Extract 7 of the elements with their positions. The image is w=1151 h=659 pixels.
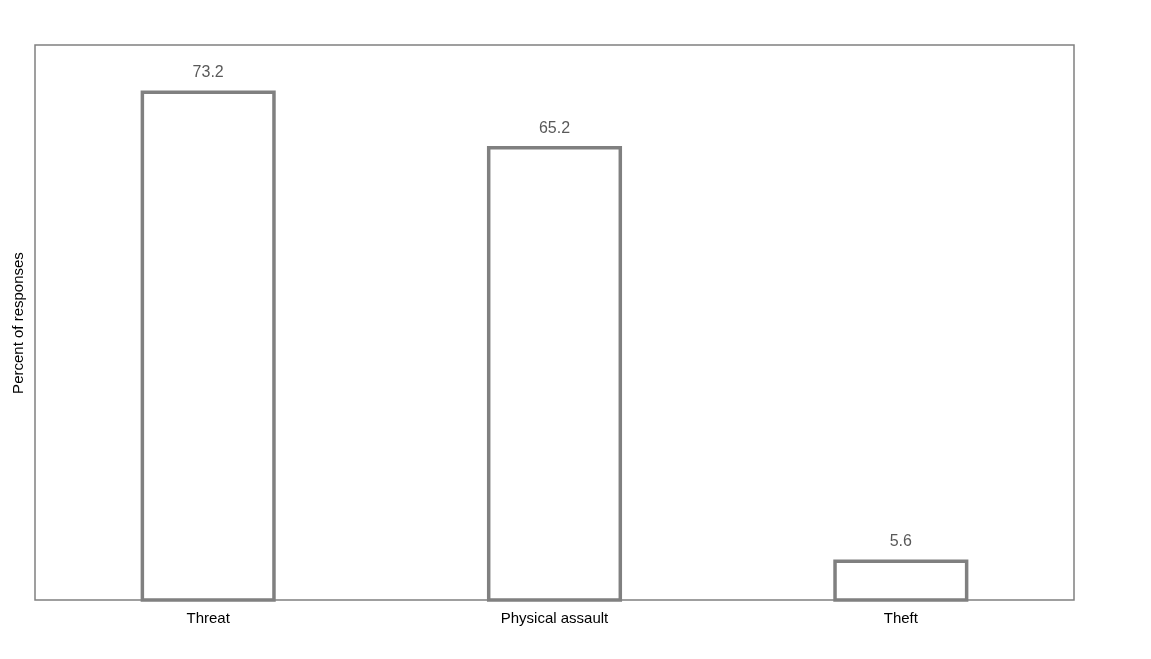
data-label: 65.2	[538, 118, 571, 136]
x-tick-label: Threat	[186, 608, 231, 626]
y-axis-title: Percent of responses	[8, 252, 26, 394]
data-label: 5.6	[889, 532, 913, 550]
x-tick-label: Theft	[883, 608, 919, 626]
x-tick-label: Physical assault	[500, 608, 610, 626]
data-label: 73.2	[192, 63, 224, 81]
